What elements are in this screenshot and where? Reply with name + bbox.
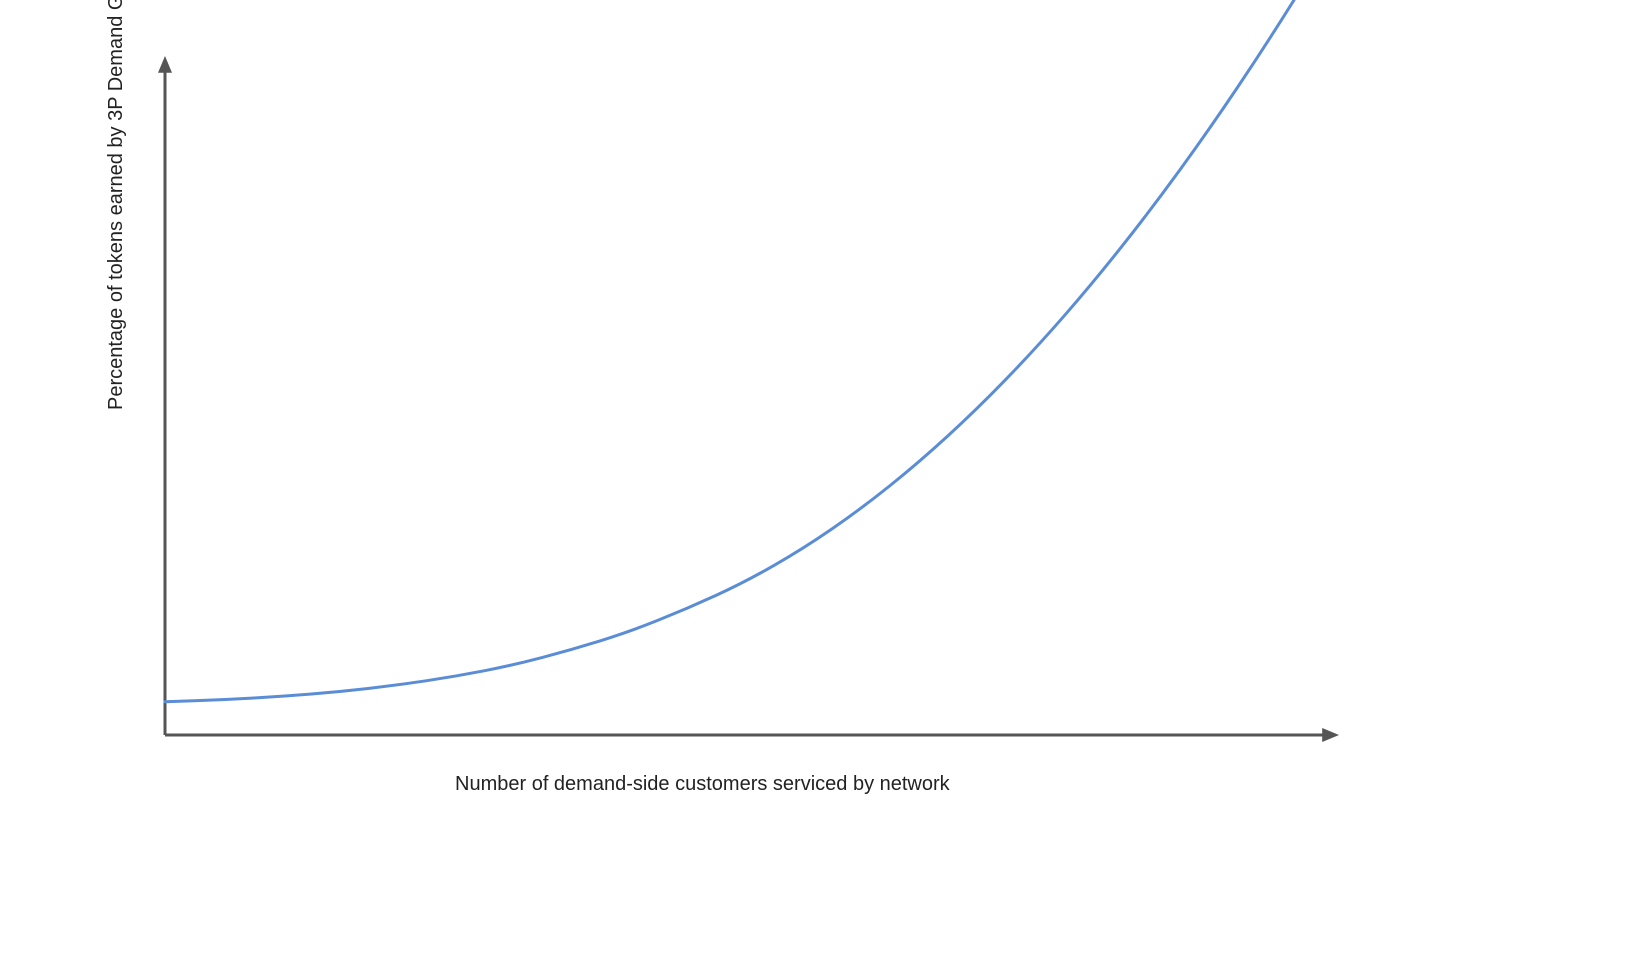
y-axis-label: Percentage of tokens earned by 3P Demand… (105, 0, 128, 410)
axes-group (158, 56, 1339, 742)
chart-container: Percentage of tokens earned by 3P Demand… (0, 0, 1646, 978)
chart-svg (0, 0, 1646, 978)
x-axis-label: Number of demand-side customers serviced… (455, 773, 950, 796)
y-axis-arrowhead (158, 56, 172, 73)
curve-line (165, 0, 1325, 702)
x-axis-arrowhead (1322, 728, 1339, 742)
